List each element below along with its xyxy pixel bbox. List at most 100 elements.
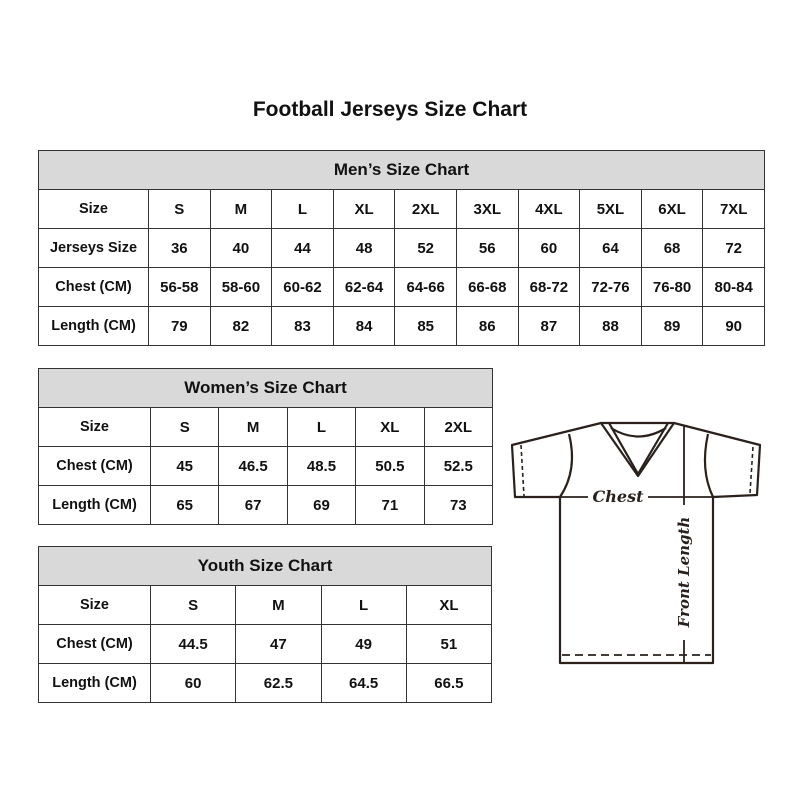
table-cell: XL <box>332 189 396 229</box>
front-length-label: Front Length <box>675 517 693 629</box>
table-cell: 48 <box>332 228 396 268</box>
table-cell: 64.5 <box>320 663 407 703</box>
table-cell: 7XL <box>702 189 766 229</box>
table-cell: 49 <box>320 624 407 664</box>
table-heading: Men’s Size Chart <box>37 150 766 190</box>
table-cell: 47 <box>235 624 322 664</box>
table-cell: 64 <box>579 228 642 268</box>
table-cell: 80-84 <box>702 267 766 307</box>
row-label: Size <box>38 407 151 447</box>
table-cell: 90 <box>702 306 766 346</box>
table-row: Size S M L XL <box>38 585 493 625</box>
row-label: Chest (CM) <box>38 446 151 486</box>
table-cell: 60 <box>517 228 581 268</box>
row-label: Chest (CM) <box>38 267 149 307</box>
table-cell: 50.5 <box>355 446 425 486</box>
table-cell: L <box>271 189 334 229</box>
table-cell: 60 <box>149 663 237 703</box>
table-cell: 60-62 <box>271 267 334 307</box>
table-cell: 4XL <box>517 189 581 229</box>
table-heading-row: Women’s Size Chart <box>37 368 494 408</box>
table-cell: 68-72 <box>517 267 581 307</box>
table-cell: 58-60 <box>209 267 273 307</box>
table-cell: 48.5 <box>286 446 357 486</box>
jersey-collar <box>608 422 669 476</box>
table-heading: Women’s Size Chart <box>37 368 494 408</box>
table-cell: 69 <box>286 485 357 525</box>
youth-size-table: Youth Size Chart Size S M L XL Chest (CM) 44.5 4… <box>37 546 493 703</box>
table-cell: 52.5 <box>423 446 494 486</box>
table-cell: S <box>149 585 237 625</box>
jersey-diagram-icon: Chest Front Length <box>510 421 762 665</box>
row-label: Size <box>38 189 149 229</box>
table-cell: 64-66 <box>394 267 457 307</box>
jersey-outline <box>510 421 762 665</box>
row-label: Jerseys Size <box>38 228 149 268</box>
table-cell: L <box>286 407 357 447</box>
table-cell: 89 <box>640 306 704 346</box>
table-cell: M <box>209 189 273 229</box>
table-row: Length (CM) 79 82 83 84 85 86 87 88 89 90 <box>38 306 766 346</box>
table-cell: 67 <box>218 485 288 525</box>
table-cell: 73 <box>423 485 494 525</box>
table-cell: 44.5 <box>149 624 237 664</box>
table-row: Jerseys Size 36 40 44 48 52 56 60 64 68 72 <box>38 228 766 268</box>
table-cell: 85 <box>394 306 457 346</box>
table-cell: 87 <box>517 306 581 346</box>
table-cell: 86 <box>455 306 519 346</box>
table-cell: 83 <box>271 306 334 346</box>
table-cell: 82 <box>209 306 273 346</box>
table-cell: 65 <box>149 485 220 525</box>
table-row: Chest (CM) 56-58 58-60 60-62 62-64 64-66 66-68… <box>38 267 766 307</box>
table-cell: 66-68 <box>455 267 519 307</box>
table-cell: S <box>149 407 220 447</box>
table-cell: 52 <box>394 228 457 268</box>
table-cell: 36 <box>148 228 211 268</box>
table-cell: 72-76 <box>579 267 642 307</box>
table-row: Size S M L XL 2XL <box>38 407 494 447</box>
row-label: Length (CM) <box>38 485 151 525</box>
table-cell: 88 <box>579 306 642 346</box>
table-cell: M <box>218 407 288 447</box>
table-cell: 79 <box>148 306 211 346</box>
table-cell: 56-58 <box>148 267 211 307</box>
row-label: Chest (CM) <box>38 624 151 664</box>
table-cell: 2XL <box>423 407 494 447</box>
table-cell: 56 <box>455 228 519 268</box>
mens-size-table: Men’s Size Chart Size S M L XL 2XL 3XL 4XL 5XL 6XL… <box>37 150 766 346</box>
table-cell: M <box>235 585 322 625</box>
table-row: Chest (CM) 45 46.5 48.5 50.5 52.5 <box>38 446 494 486</box>
table-cell: 76-80 <box>640 267 704 307</box>
table-cell: 45 <box>149 446 220 486</box>
table-cell: 66.5 <box>405 663 493 703</box>
table-cell: S <box>148 189 211 229</box>
page-title: Football Jerseys Size Chart <box>252 98 528 121</box>
table-cell: 84 <box>332 306 396 346</box>
row-label: Length (CM) <box>38 663 151 703</box>
table-cell: 6XL <box>640 189 704 229</box>
table-heading-row: Men’s Size Chart <box>37 150 766 190</box>
table-cell: L <box>320 585 407 625</box>
table-cell: 2XL <box>394 189 457 229</box>
table-heading: Youth Size Chart <box>37 546 493 586</box>
womens-size-table: Women’s Size Chart Size S M L XL 2XL Chest (CM)… <box>37 368 494 525</box>
table-cell: XL <box>355 407 425 447</box>
table-row: Length (CM) 60 62.5 64.5 66.5 <box>38 663 493 703</box>
table-heading-row: Youth Size Chart <box>37 546 493 586</box>
chest-label: Chest <box>593 487 645 506</box>
row-label: Length (CM) <box>38 306 149 346</box>
table-cell: 5XL <box>579 189 642 229</box>
row-label: Size <box>38 585 151 625</box>
table-cell: 68 <box>640 228 704 268</box>
table-row: Size S M L XL 2XL 3XL 4XL 5XL 6XL 7XL <box>38 189 766 229</box>
table-cell: 51 <box>405 624 493 664</box>
table-cell: 71 <box>355 485 425 525</box>
table-cell: 62.5 <box>235 663 322 703</box>
table-row: Length (CM) 65 67 69 71 73 <box>38 485 494 525</box>
table-cell: 44 <box>271 228 334 268</box>
table-cell: XL <box>405 585 493 625</box>
table-cell: 40 <box>209 228 273 268</box>
table-row: Chest (CM) 44.5 47 49 51 <box>38 624 493 664</box>
table-cell: 3XL <box>455 189 519 229</box>
table-cell: 72 <box>702 228 766 268</box>
